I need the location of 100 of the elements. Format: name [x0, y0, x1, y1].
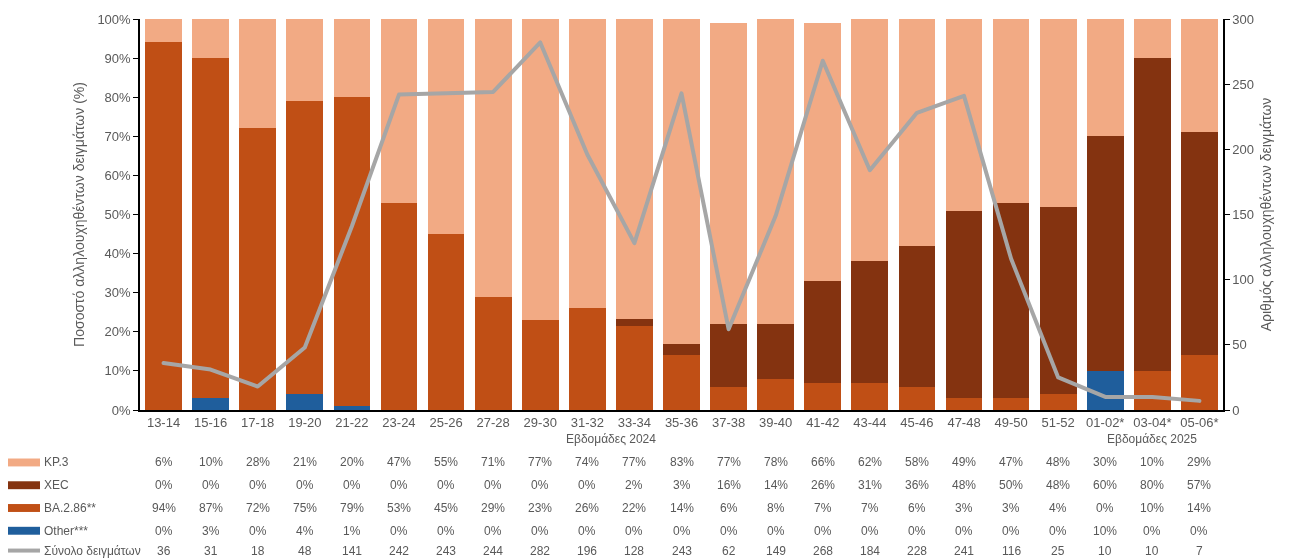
x-tick-label: 01-02* [1086, 415, 1125, 431]
legend-label: Σύνολο δειγμάτων [44, 544, 141, 558]
data-label: 242 [389, 544, 410, 558]
bar [710, 386, 747, 410]
data-label: 0% [531, 478, 549, 492]
bar [192, 58, 229, 399]
x-tick-label: 25-26 [429, 415, 463, 431]
bar [427, 234, 465, 410]
data-label: 3% [673, 478, 691, 492]
data-label: 10% [1093, 524, 1118, 538]
data-label: 14% [670, 501, 695, 515]
data-label: 57% [1187, 478, 1212, 492]
x-tick-label: 39-40 [759, 415, 793, 431]
bar [992, 19, 1030, 203]
bar [945, 19, 983, 211]
bar [616, 325, 653, 410]
text: Εβδομάδες 2024 [566, 432, 657, 446]
x-tick-label: 13-14 [146, 415, 181, 431]
y-tick-label: 30% [104, 285, 132, 301]
bar [1134, 19, 1171, 59]
bar [851, 261, 889, 383]
data-label: 10% [1140, 501, 1165, 515]
data-label: 58% [905, 455, 930, 469]
data-label: 16% [717, 478, 742, 492]
data-label: 78% [764, 455, 789, 469]
data-label: 268 [813, 544, 834, 558]
y-tick-label: 90% [104, 50, 132, 66]
data-label: 48% [1046, 455, 1071, 469]
bar [1039, 206, 1077, 395]
y-tick-label: 50% [104, 207, 132, 223]
data-label: 0% [673, 524, 691, 538]
data-label: 31% [858, 478, 883, 492]
data-label: 128 [624, 544, 645, 558]
data-label: 10 [1098, 544, 1112, 558]
bar [145, 42, 182, 410]
data-label: 74% [575, 455, 600, 469]
data-label: 3% [1002, 501, 1020, 515]
data-label: 0% [437, 524, 455, 538]
bar [380, 202, 418, 410]
bar [1134, 370, 1171, 410]
x-tick-label: 45-46 [900, 415, 934, 431]
bar [333, 406, 371, 410]
bar [616, 19, 653, 320]
data-label: 0% [531, 524, 549, 538]
y2-tick-label: 200 [1232, 141, 1255, 157]
y-tick-label: 70% [104, 128, 132, 144]
bar [1039, 19, 1077, 207]
data-label: 7% [861, 501, 879, 515]
data-label: 7 [1196, 544, 1203, 558]
data-label: 0% [484, 524, 502, 538]
data-label: 196 [577, 544, 598, 558]
y-tick-label: 100% [97, 11, 132, 27]
x-tick-label: 17-18 [241, 415, 275, 431]
data-label: 4% [1049, 501, 1067, 515]
bar [521, 320, 559, 410]
bar [192, 19, 229, 59]
x-tick-label: 33-34 [617, 415, 652, 431]
data-label: 22% [622, 501, 647, 515]
line-series [161, 40, 1202, 403]
data-label: 77% [622, 455, 647, 469]
x-tick-label: 21-22 [335, 415, 369, 431]
data-label: 0% [578, 478, 596, 492]
bar [239, 19, 277, 129]
bar [333, 97, 371, 407]
data-label: 6% [155, 455, 173, 469]
data-label: 50% [999, 478, 1024, 492]
data-label: 29% [481, 501, 506, 515]
data-label: 6% [720, 501, 738, 515]
data-label: 47% [387, 455, 412, 469]
x-tick-label: 47-48 [947, 415, 981, 431]
bar [333, 19, 371, 98]
data-label: 241 [954, 544, 975, 558]
bar [286, 394, 324, 410]
x-tick-label: 19-20 [288, 415, 322, 431]
data-label: 60% [1093, 478, 1118, 492]
bar [851, 19, 889, 262]
data-label: 149 [766, 544, 787, 558]
data-label: 45% [434, 501, 459, 515]
bar [757, 19, 795, 324]
data-label: 228 [907, 544, 928, 558]
data-label: 10% [199, 455, 224, 469]
bar [757, 378, 795, 410]
x-tick-label: 27-28 [476, 415, 510, 431]
bar [568, 19, 606, 309]
bar [710, 22, 747, 324]
x-tick-label: 37-38 [711, 415, 746, 431]
data-label: 71% [481, 455, 506, 469]
data-label: 0% [296, 478, 314, 492]
data-label: 20% [340, 455, 365, 469]
x-tick-label: 15-16 [194, 415, 228, 431]
data-label: 25 [1051, 544, 1065, 558]
x-tick-label: 29-30 [523, 415, 557, 431]
bar [427, 19, 465, 235]
data-label: 243 [672, 544, 693, 558]
y2-axis-title: Αριθμός αλληλουχηθέντων δειγμάτων [1257, 97, 1274, 332]
bar [663, 19, 700, 344]
data-label: 10 [1145, 544, 1159, 558]
x-tick-label: 43-44 [853, 415, 887, 431]
y2-tick-label: 250 [1232, 76, 1255, 92]
bar [945, 398, 983, 410]
